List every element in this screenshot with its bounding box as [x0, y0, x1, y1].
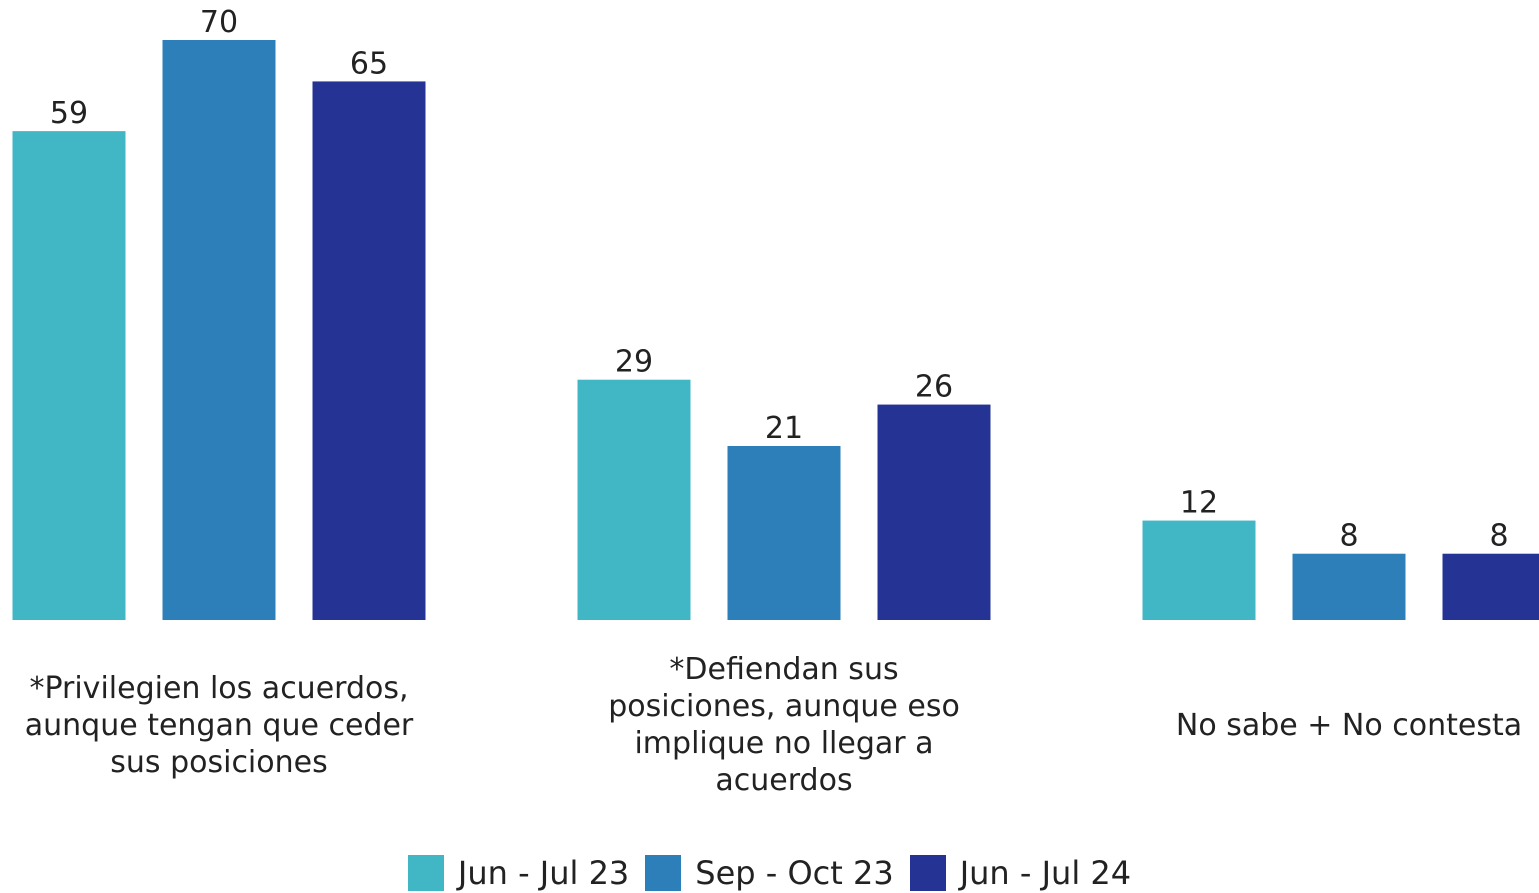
legend-item: Jun - Jul 24 [909, 854, 1132, 892]
data-label: 8 [1339, 519, 1358, 554]
data-label: 59 [50, 96, 88, 131]
bar [1442, 553, 1539, 620]
bar [727, 446, 841, 620]
x-tick-label: *Defiendan sus posiciones, aunque eso im… [608, 652, 960, 798]
data-label: 8 [1489, 519, 1508, 554]
bar [12, 131, 126, 620]
legend-swatch [407, 855, 444, 891]
legend-item: Sep - Oct 23 [645, 854, 894, 892]
legend: Jun - Jul 23 Sep - Oct 23 Jun - Jul 24 [0, 853, 1539, 893]
legend-swatch [909, 855, 946, 891]
bar [1142, 520, 1256, 620]
legend-item: Jun - Jul 23 [407, 854, 630, 892]
legend-label: Jun - Jul 24 [959, 854, 1132, 892]
x-tick-label: No sabe + No contesta [1175, 707, 1523, 743]
bar [577, 379, 691, 620]
legend-label: Jun - Jul 23 [457, 854, 630, 892]
data-label: 29 [615, 345, 653, 380]
data-label: 12 [1180, 486, 1218, 521]
bar [877, 404, 991, 620]
data-label: 21 [765, 411, 803, 446]
data-label: 65 [350, 46, 388, 81]
data-label: 26 [915, 370, 953, 405]
x-tick-label: *Privilegien los acuerdos, aunque tengan… [24, 670, 414, 780]
legend-swatch [645, 855, 682, 891]
legend-label: Sep - Oct 23 [695, 854, 894, 892]
data-label: 70 [200, 5, 238, 40]
bar [162, 40, 276, 620]
bar [312, 81, 426, 620]
bar [1292, 553, 1406, 620]
